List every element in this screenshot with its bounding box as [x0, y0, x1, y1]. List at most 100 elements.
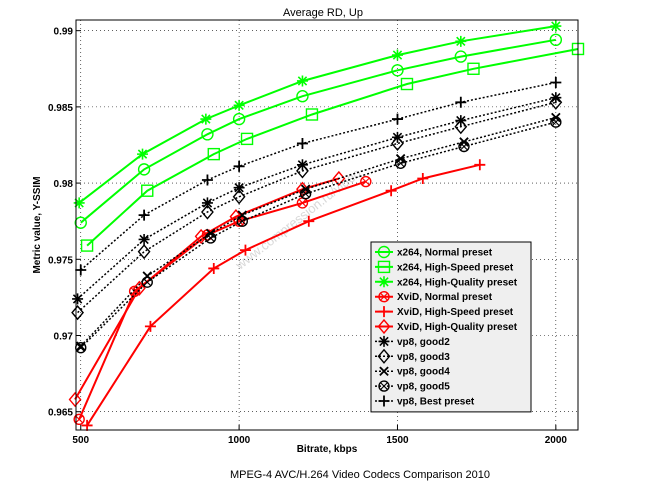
xcircle-marker [378, 291, 390, 303]
square-marker [207, 147, 220, 161]
star-marker [200, 113, 212, 125]
diamond-marker [296, 181, 309, 197]
circle-marker [549, 33, 563, 47]
square-marker [240, 132, 254, 146]
legend-label: vp8, good2 [397, 337, 450, 348]
series-line [80, 116, 556, 347]
star-marker [550, 20, 562, 32]
diamond-marker [232, 189, 246, 205]
series-x264-normal-preset [74, 33, 563, 229]
legend-item: vp8, good5 [375, 380, 450, 393]
square-marker [305, 108, 319, 121]
star-marker [391, 49, 403, 61]
legend-label: XviD, Normal preset [397, 292, 493, 303]
plus-marker [474, 159, 486, 171]
legend-item: vp8, Best preset [375, 395, 475, 408]
square-marker [400, 77, 414, 91]
star-marker [233, 182, 245, 194]
xcircle-marker [236, 215, 248, 227]
diamond-marker [549, 94, 563, 110]
circle-marker [296, 90, 309, 103]
plus-marker [391, 113, 403, 125]
xcircle-marker [204, 232, 217, 244]
star-marker [138, 233, 150, 245]
legend-label: x264, High-Speed preset [397, 262, 514, 273]
legend-item: XviD, High-Speed preset [375, 306, 514, 318]
series-x264-high-quality-preset [73, 20, 562, 209]
plus-marker [296, 137, 308, 149]
diamond-marker [296, 163, 309, 179]
series-line [77, 96, 556, 300]
legend-label: x264, High-Quality preset [397, 277, 518, 288]
plot-frame [75, 19, 579, 431]
plus-marker [378, 395, 390, 407]
y-tick-label: 0.99 [54, 27, 74, 38]
square-marker [377, 260, 391, 274]
plus-marker [208, 262, 220, 274]
circle-marker [377, 245, 391, 259]
square-marker [467, 62, 480, 75]
xcircle-marker [299, 188, 312, 200]
plus-marker [303, 215, 315, 227]
xcircle-marker [379, 381, 389, 391]
legend-label: vp8, good4 [397, 367, 450, 378]
diamond-marker [132, 280, 146, 296]
y-tick-label: 0.985 [48, 103, 73, 114]
star-marker [233, 99, 245, 111]
star-marker [73, 197, 85, 209]
plus-marker [138, 209, 150, 221]
square-marker [141, 184, 154, 197]
xcircle-marker [396, 159, 405, 168]
legend-label: XviD, High-Speed preset [397, 307, 514, 318]
legend-label: x264, Normal preset [397, 248, 493, 259]
plus-marker [75, 264, 87, 276]
series-line [80, 121, 556, 349]
y-tick-label: 0.975 [48, 255, 73, 266]
legend-item: x264, High-Speed preset [375, 260, 514, 274]
x-tick-label: 1500 [386, 435, 409, 446]
cross-marker [379, 366, 389, 376]
diamond-marker [229, 209, 243, 225]
legend-item: vp8, good3 [375, 348, 450, 364]
x-tick-label: 2000 [545, 435, 568, 446]
series-line [80, 81, 556, 271]
star-marker [455, 35, 467, 47]
square-marker [80, 239, 94, 252]
diamond-marker [377, 348, 391, 364]
y-tick-label: 0.98 [54, 179, 74, 190]
legend-item: x264, High-Quality preset [375, 276, 518, 288]
diamond-marker [332, 170, 346, 187]
legend-label: vp8, Best preset [397, 397, 475, 408]
circle-marker [137, 163, 151, 176]
xcircle-marker [74, 415, 84, 424]
xcircle-marker [141, 276, 153, 288]
diamond-marker [454, 119, 468, 135]
series-vp8-best-preset [75, 76, 562, 276]
diamond-marker [71, 305, 85, 321]
xcircle-marker [238, 216, 247, 226]
series-line [80, 38, 556, 224]
xcircle-marker [73, 413, 85, 426]
plus-marker [239, 244, 251, 256]
xcircle-marker [301, 189, 310, 198]
series-xvid-high-speed-preset [81, 159, 486, 431]
diamond-marker [391, 135, 404, 152]
plus-marker [144, 320, 156, 332]
series-line [78, 25, 556, 204]
circle-marker [391, 64, 404, 77]
xcircle-marker [143, 277, 152, 287]
legend-item: XviD, Normal preset [375, 291, 493, 303]
legend-item: vp8, good4 [375, 366, 450, 378]
circle-marker [74, 216, 87, 229]
xcircle-marker [458, 140, 470, 153]
legend-item: vp8, good2 [375, 335, 450, 348]
star-marker [72, 293, 84, 305]
watermark: www.compression.ru/video [232, 165, 364, 273]
x-tick-label: 1000 [228, 435, 251, 446]
series-layer [68, 20, 585, 431]
xcircle-marker [551, 117, 561, 127]
plus-marker [378, 306, 390, 318]
legend-label: vp8, good3 [397, 352, 450, 363]
xcircle-marker [360, 175, 372, 188]
